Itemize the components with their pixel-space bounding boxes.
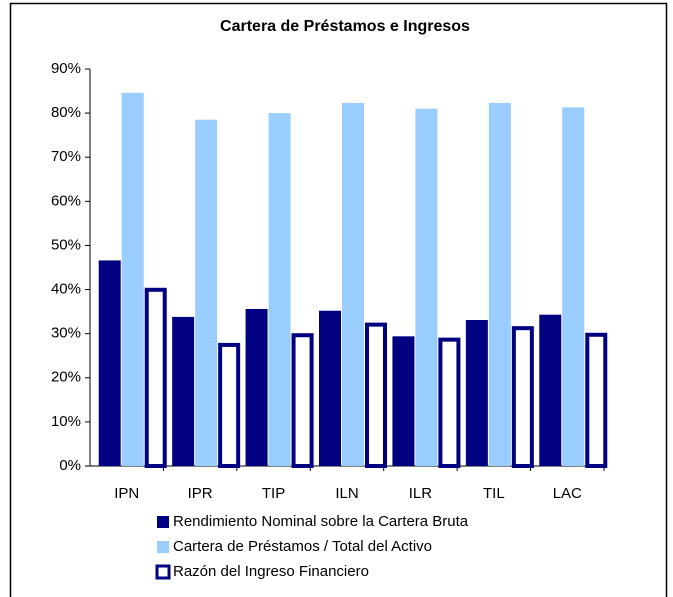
bar <box>585 332 608 469</box>
bar <box>392 336 415 466</box>
bar <box>365 322 387 468</box>
x-tick-label: IPR <box>188 485 213 502</box>
x-tick-label: IPN <box>114 485 139 502</box>
x-tick-label: TIP <box>262 485 285 502</box>
legend-label: Razón del Ingreso Financiero <box>173 563 369 580</box>
bar <box>415 108 438 466</box>
chart-title: Cartera de Préstamos e Ingresos <box>220 18 470 35</box>
legend-swatch <box>157 516 169 528</box>
bar <box>465 319 488 466</box>
x-tick-label: ILR <box>409 485 433 502</box>
x-tick-label: LAC <box>553 485 582 502</box>
bar <box>488 102 511 467</box>
legend-swatch <box>155 564 171 580</box>
bar <box>98 260 121 466</box>
y-tick-label: 10% <box>51 413 81 430</box>
bar <box>342 102 364 467</box>
bar <box>539 314 562 466</box>
y-tick-label: 70% <box>51 148 81 165</box>
y-tick-label: 40% <box>51 281 81 298</box>
y-tick-label: 50% <box>51 236 81 253</box>
bar <box>438 337 461 468</box>
x-tick-label: ILN <box>335 485 358 502</box>
legend-swatch <box>157 541 169 553</box>
bar <box>121 92 144 466</box>
bar <box>319 310 341 466</box>
bar <box>195 119 218 466</box>
bar <box>172 316 195 466</box>
legend-label: Cartera de Préstamos / Total del Activo <box>173 538 432 555</box>
y-tick-label: 80% <box>51 104 81 121</box>
bar <box>291 333 314 468</box>
legend-label: Rendimiento Nominal sobre la Cartera Bru… <box>173 513 469 530</box>
y-tick-label: 0% <box>59 457 81 474</box>
y-tick-label: 60% <box>51 192 81 209</box>
bar <box>562 107 585 467</box>
y-tick-label: 90% <box>51 60 81 77</box>
bar <box>268 113 291 466</box>
y-tick-label: 20% <box>51 369 81 386</box>
bar <box>245 308 268 466</box>
bar <box>511 326 534 469</box>
y-tick-label: 30% <box>51 325 81 342</box>
x-tick-label: TIL <box>483 485 505 502</box>
bar <box>218 342 241 468</box>
bar <box>144 287 167 468</box>
